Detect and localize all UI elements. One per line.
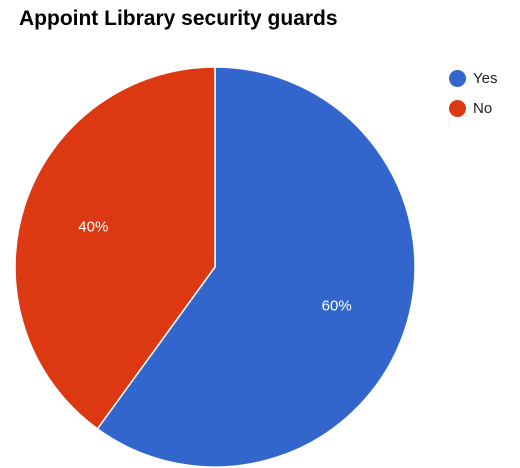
chart-title: Appoint Library security guards — [19, 7, 338, 30]
slice-label-yes: 60% — [322, 298, 352, 315]
legend-label-no: No — [473, 99, 493, 117]
legend: Yes No — [449, 68, 497, 128]
slice-label-no: 40% — [78, 218, 108, 235]
legend-item-yes[interactable]: Yes — [449, 68, 497, 88]
legend-item-no[interactable]: No — [449, 98, 497, 118]
legend-swatch-no — [449, 99, 466, 117]
pie-slice-no[interactable] — [14, 66, 216, 430]
legend-swatch-yes — [449, 69, 466, 87]
legend-label-yes: Yes — [473, 69, 498, 87]
pie-slice-yes[interactable] — [96, 66, 416, 468]
